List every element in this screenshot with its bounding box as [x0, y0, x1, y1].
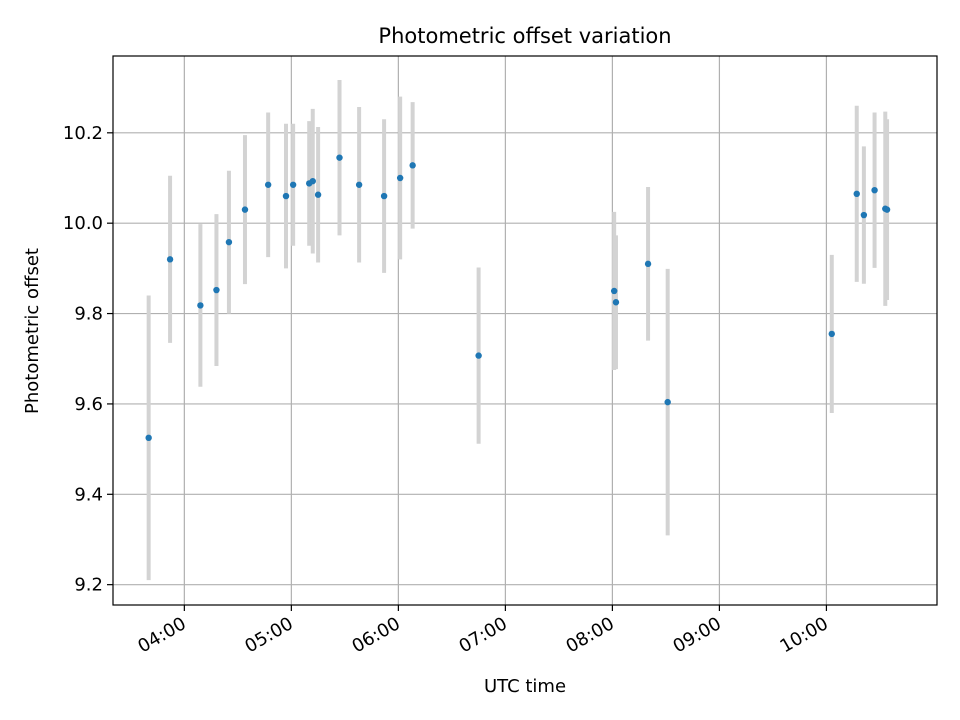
axes-frame — [112, 55, 938, 606]
data-point — [475, 352, 482, 359]
data-point — [197, 302, 204, 309]
chart-title: Photometric offset variation — [378, 24, 671, 48]
data-point — [853, 190, 860, 198]
data-point — [409, 162, 416, 169]
y-tick-label: 9.6 — [74, 394, 103, 415]
y-tick-label: 9.4 — [74, 484, 103, 505]
data-point — [241, 206, 249, 213]
data-point — [883, 206, 891, 213]
data-point — [225, 238, 233, 246]
data-point — [610, 287, 618, 295]
data-point — [860, 211, 868, 219]
y-tick-label: 10.2 — [63, 123, 103, 144]
data-point — [396, 174, 404, 182]
y-tick-label: 10.0 — [63, 213, 103, 234]
data-point — [871, 187, 878, 194]
data-point — [612, 299, 620, 306]
data-point — [264, 181, 272, 188]
data-point — [213, 286, 220, 294]
y-tick-label: 9.8 — [74, 304, 103, 325]
data-point — [380, 192, 388, 200]
data-points — [145, 154, 891, 442]
y-axis-label: Photometric offset — [22, 248, 43, 414]
data-point — [314, 191, 322, 198]
x-axis-label: UTC time — [484, 676, 566, 697]
data-point — [145, 434, 152, 442]
data-point — [282, 192, 290, 200]
data-point — [355, 181, 363, 188]
data-point — [289, 181, 297, 188]
data-point — [309, 177, 316, 185]
data-point — [644, 260, 652, 268]
data-point — [166, 256, 174, 263]
data-point — [336, 154, 343, 161]
y-tick-label: 9.2 — [74, 575, 103, 596]
data-point — [664, 398, 671, 406]
data-point — [828, 330, 835, 338]
